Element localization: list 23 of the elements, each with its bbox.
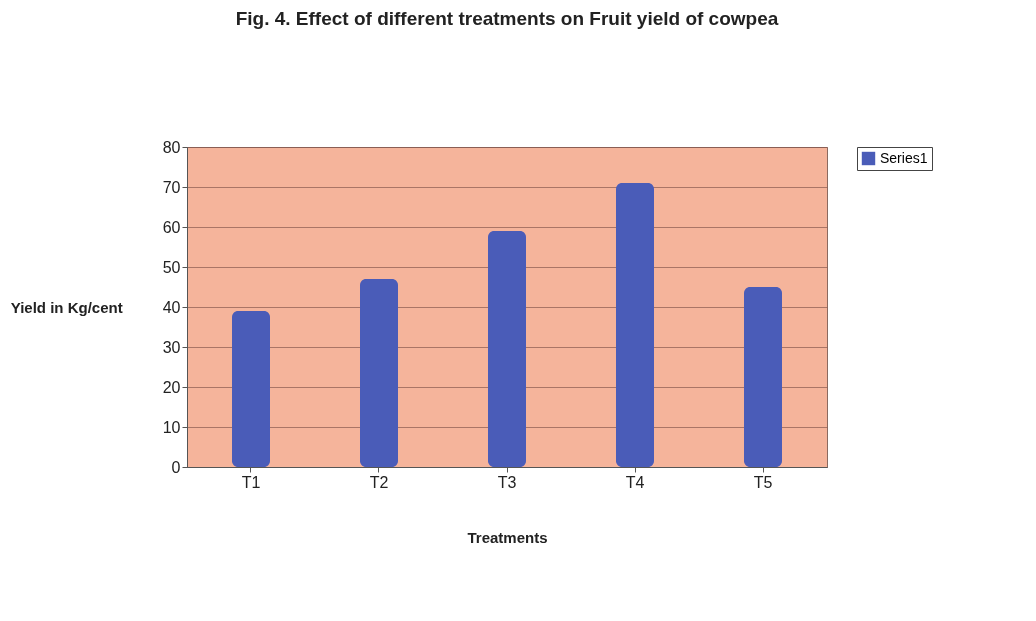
x-tick-label: T2	[369, 473, 389, 491]
x-axis-title: Treatments	[467, 528, 548, 546]
y-tick-label: 30	[162, 338, 181, 356]
y-tick-label: 60	[162, 218, 181, 236]
bar	[360, 279, 398, 467]
x-tick-label: T5	[753, 473, 773, 491]
bar	[232, 311, 270, 467]
bar	[744, 287, 782, 467]
y-axis-title: Yield in Kg/cent	[10, 298, 123, 316]
bar	[488, 231, 526, 467]
x-tick-label: T4	[625, 473, 645, 491]
y-tick-label: 50	[162, 258, 181, 276]
x-tick-label: T3	[497, 473, 517, 491]
x-tick-label: T1	[241, 473, 261, 491]
y-tick-label: 40	[162, 298, 181, 316]
y-tick-label: 80	[162, 138, 181, 156]
y-tick-label: 70	[162, 178, 181, 196]
y-tick-label: 20	[162, 378, 181, 396]
chart-title: Fig. 4. Effect of different treatments on Fruit yield of cowpea	[235, 8, 779, 29]
y-tick-label: 0	[171, 458, 181, 476]
legend-label: Series1	[880, 149, 928, 166]
bar	[616, 183, 654, 467]
y-tick-label: 10	[162, 418, 181, 436]
